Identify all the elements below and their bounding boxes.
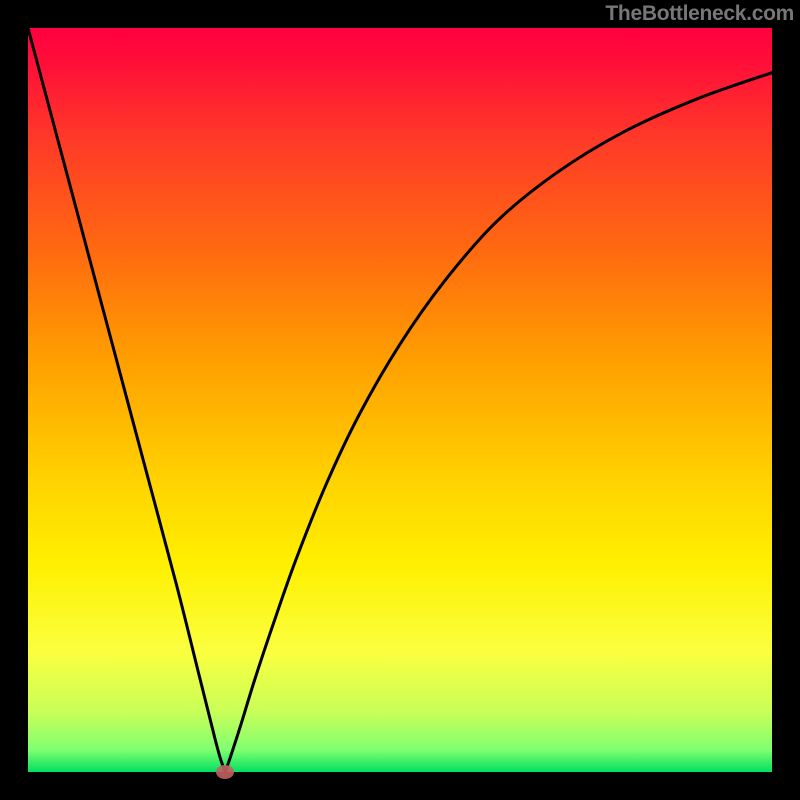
- min-marker: [216, 765, 234, 779]
- chart-container: TheBottleneck.com: [0, 0, 800, 800]
- watermark-text: TheBottleneck.com: [605, 2, 794, 26]
- plot-area: [28, 28, 772, 772]
- curve-svg: [28, 28, 772, 772]
- curve-right: [225, 73, 772, 772]
- curve-left: [28, 28, 225, 772]
